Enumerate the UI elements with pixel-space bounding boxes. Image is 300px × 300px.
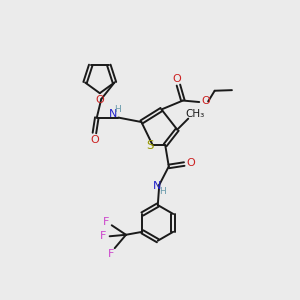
Text: O: O bbox=[95, 95, 104, 105]
Text: F: F bbox=[108, 248, 114, 259]
Text: H: H bbox=[114, 105, 121, 114]
Text: H: H bbox=[159, 187, 166, 196]
Text: O: O bbox=[90, 134, 99, 145]
Text: N: N bbox=[153, 181, 161, 191]
Text: O: O bbox=[201, 96, 210, 106]
Text: F: F bbox=[100, 231, 106, 241]
Text: F: F bbox=[103, 217, 109, 227]
Text: O: O bbox=[172, 74, 181, 83]
Text: CH₃: CH₃ bbox=[185, 109, 205, 119]
Text: O: O bbox=[186, 158, 195, 169]
Text: S: S bbox=[146, 139, 154, 152]
Text: N: N bbox=[109, 109, 117, 119]
